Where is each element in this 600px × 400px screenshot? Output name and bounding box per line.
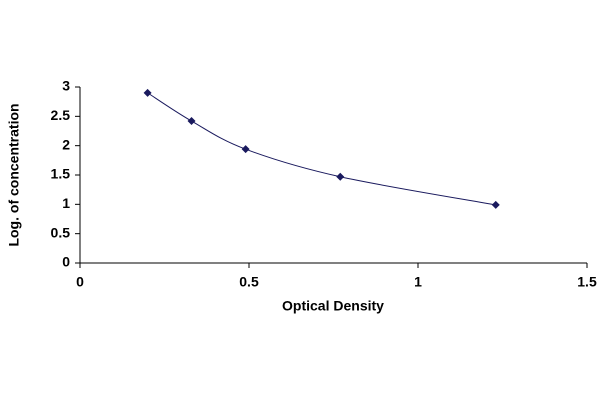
point [143, 88, 152, 97]
x-axis-label: Optical Density [282, 298, 384, 314]
curve [147, 92, 496, 206]
x-tick-label: 1.5 [577, 274, 597, 290]
point [241, 145, 250, 154]
y-tick-label: 1 [62, 195, 70, 211]
y-axis-label: Log. of concentration [6, 103, 22, 246]
point [491, 200, 500, 209]
x-tick-label: 0.5 [239, 274, 259, 290]
x-tick-label: 1 [414, 274, 422, 290]
point [336, 172, 345, 181]
point [187, 117, 196, 126]
y-tick-label: 2.5 [51, 107, 71, 123]
y-tick-label: 1.5 [51, 166, 71, 182]
y-tick-label: 3 [62, 78, 70, 94]
y-tick-label: 0 [62, 254, 70, 270]
y-tick-label: 2 [62, 136, 70, 152]
y-tick-label: 0.5 [51, 224, 71, 240]
x-tick-label: 0 [76, 274, 84, 290]
